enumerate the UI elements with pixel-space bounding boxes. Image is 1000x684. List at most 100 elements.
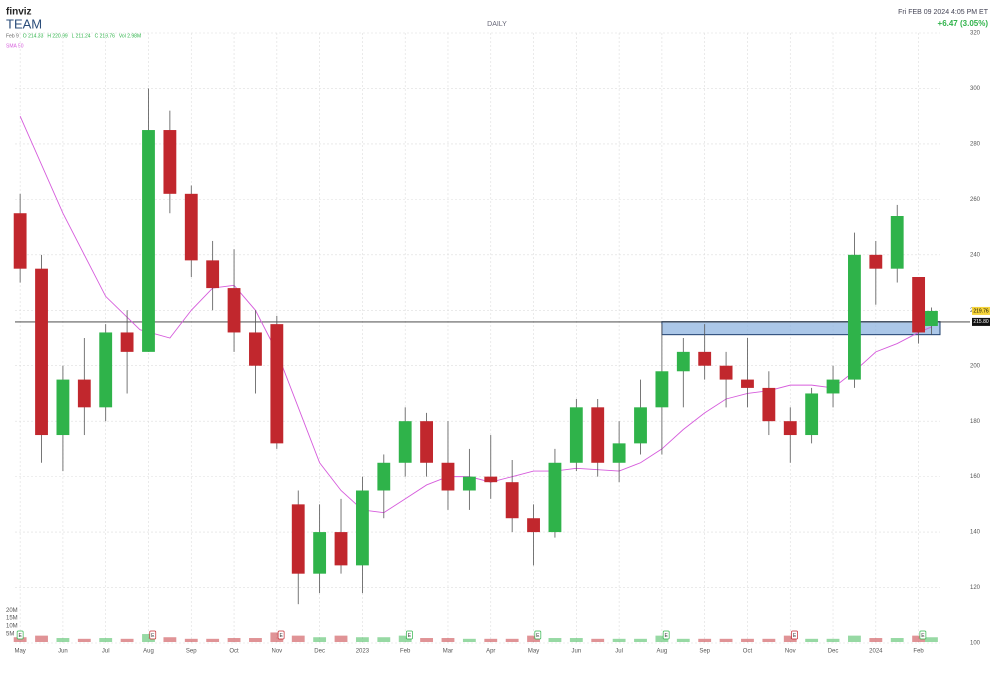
y-tick-label: 260 [970,197,981,203]
x-tick-label: Oct [743,649,753,655]
volume-bar [762,638,776,642]
volume-bar [56,638,70,642]
x-tick-label: 2023 [356,649,370,655]
candle-body [270,324,284,444]
candle-body [249,332,262,366]
volume-bar [227,638,241,642]
candle-body [527,518,540,533]
volume-bar [676,638,690,642]
candle-body [890,216,904,269]
y-tick-label: 280 [970,141,981,147]
candle-body [56,379,70,436]
candle-body [142,130,155,352]
volume-bar [783,635,797,642]
candle-body [420,421,434,463]
y-tick-label: 200 [970,363,981,369]
volume-bar [741,638,754,642]
volume-bar [848,635,861,642]
earnings-label: E [921,633,925,639]
candle-body [655,371,669,408]
candle-body [548,462,562,533]
level-tag [972,317,990,326]
candle-body [848,254,861,380]
x-tick-label: Jun [571,649,581,655]
candle-body [77,379,91,408]
brand: finviz [6,7,32,18]
x-tick-label: Aug [143,649,154,655]
candle-body [762,387,776,422]
y-tick-label: 140 [970,530,981,536]
candle-body [484,476,498,483]
volume-bar [206,638,220,642]
volume-bar [925,637,938,642]
x-tick-label: Jul [102,649,110,655]
earnings-label: E [279,633,283,639]
candle-body [569,407,583,463]
change: +6.47 (3.05%) [938,19,989,28]
candle-body [462,476,476,491]
volume-bar [441,638,455,642]
volume-bar [249,638,262,642]
volume-tick-label: 5M [6,632,14,638]
volume-bar [355,637,369,642]
x-tick-label: Jul [615,649,623,655]
candle-body [612,443,626,463]
period: DAILY [487,21,507,28]
y-tick-label: 240 [970,252,981,258]
candle-body [741,379,754,388]
earnings-marker [149,630,157,640]
x-tick-label: Mar [443,649,453,655]
candle-body [826,379,840,394]
level-label: 215.80 [973,319,989,325]
volume-bar [270,632,284,642]
volume-bar [634,638,647,642]
x-tick-label: 2024 [869,649,883,655]
ohlc-info: C 219.76 [95,33,116,39]
earnings-marker [534,630,542,640]
earnings-marker [277,630,285,640]
ohlc-info: L 211.24 [72,33,91,39]
volume-bar [890,638,904,642]
candle-body [313,532,327,574]
candle-body [291,504,305,574]
candle-body [634,407,647,444]
candle-body [398,421,412,463]
volume-bar [869,638,883,642]
candle-body [505,482,519,519]
volume-bar [612,638,626,642]
volume-bar [120,638,134,642]
earnings-label: E [665,633,669,639]
x-tick-label: Sep [699,649,710,655]
volume-tick-label: 20M [6,608,18,614]
ohlc-info: O 214.33 [23,33,44,39]
volume-bar [655,635,669,642]
price-label: 219.76 [973,308,989,314]
x-tick-label: Apr [486,649,495,655]
x-tick-label: Dec [828,649,839,655]
x-tick-label: Sep [186,649,197,655]
candle-body [13,213,27,269]
volume-bar [13,637,27,642]
candle-body [676,351,690,372]
ohlc-info: Vol 2.98M [119,33,141,39]
volume-bar [334,635,348,642]
volume-bar [313,637,327,642]
earnings-marker [16,630,24,640]
volume-tick-label: 10M [6,624,18,630]
y-tick-label: 320 [970,31,981,37]
ohlc-info: H 220.99 [47,33,68,39]
candle-body [355,490,369,566]
earnings-label: E [151,633,155,639]
candle-body [184,193,198,261]
volume-bar [184,638,198,642]
volume-tick-label: 15M [6,616,18,622]
volume-bar [591,638,605,642]
volume-bar [548,638,562,642]
y-tick-label: 120 [970,585,981,591]
sma-label: SMA 50 [6,43,24,49]
x-tick-label: Feb [913,649,924,655]
volume-bar [420,638,434,642]
volume-bar [291,635,305,642]
volume-bar [462,638,476,642]
